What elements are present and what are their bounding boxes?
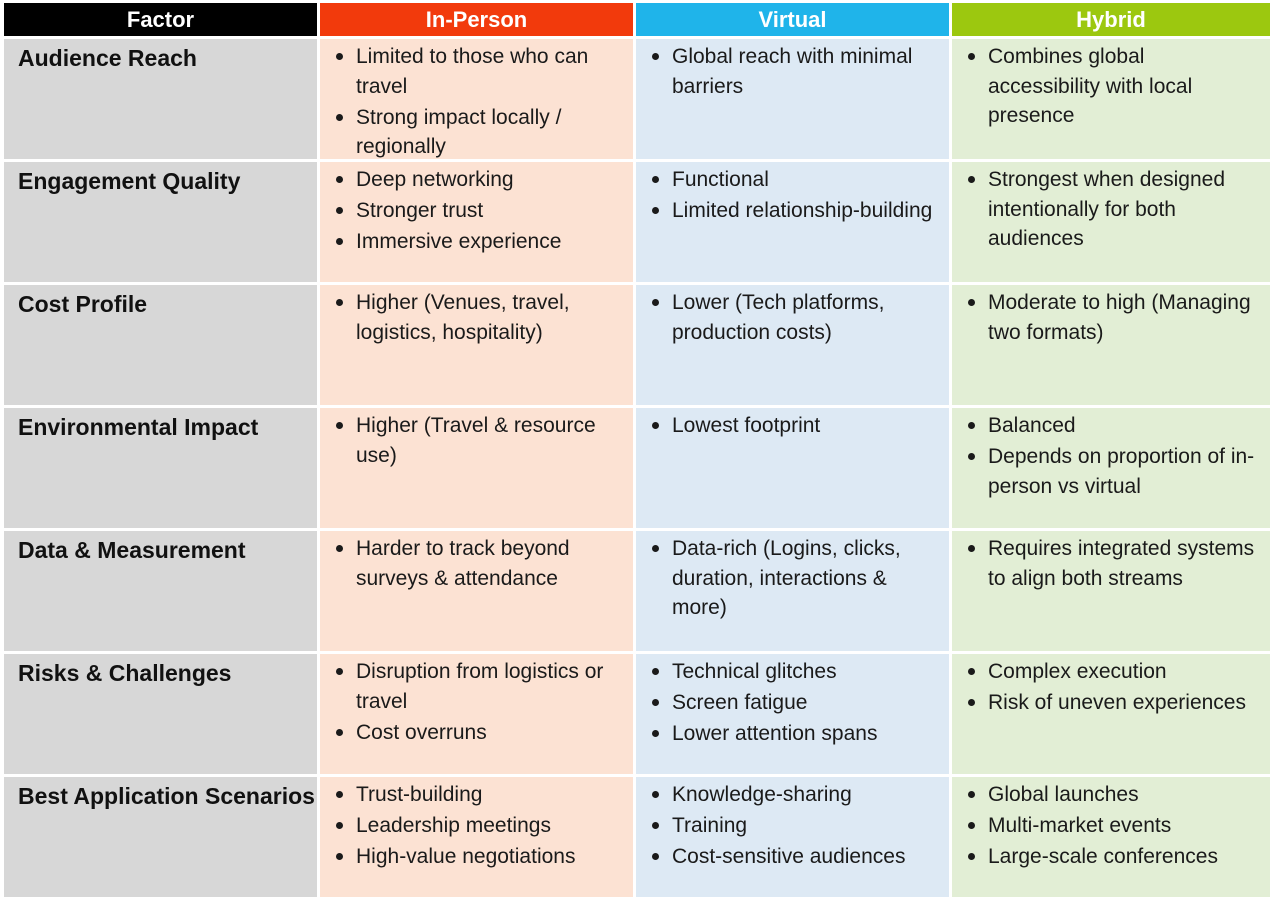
virtual-bullet-list: Technical glitches Screen fatigue Lower at… xyxy=(636,654,949,749)
bullet-item: Global launches xyxy=(968,780,1262,810)
virtual-cell: Knowledge-sharing Training Cost-sensitive … xyxy=(636,777,952,900)
factor-cell: Engagement Quality xyxy=(4,162,320,285)
in-person-bullet-list: Harder to track beyond surveys & attenda… xyxy=(320,531,633,593)
bullet-item: Strongest when designed intentionally fo… xyxy=(968,165,1262,254)
bullet-item: Deep networking xyxy=(336,165,625,195)
in-person-cell: Disruption from logistics or travel Cost … xyxy=(320,654,636,777)
hybrid-bullet-list: Strongest when designed intentionally fo… xyxy=(952,162,1270,254)
factor-cell: Data & Measurement xyxy=(4,531,320,654)
bullet-item: Requires integrated systems to align bot… xyxy=(968,534,1262,593)
in-person-cell: Higher (Venues, travel, logistics, hospi… xyxy=(320,285,636,408)
bullet-item: Higher (Venues, travel, logistics, hospi… xyxy=(336,288,625,347)
bullet-item: Training xyxy=(652,811,941,841)
hybrid-cell: Combines global accessibility with local… xyxy=(952,39,1270,162)
virtual-cell: Technical glitches Screen fatigue Lower at… xyxy=(636,654,952,777)
factor-cell: Cost Profile xyxy=(4,285,320,408)
hybrid-cell: Complex execution Risk of uneven experien… xyxy=(952,654,1270,777)
virtual-cell: Lower (Tech platforms, production costs) xyxy=(636,285,952,408)
in-person-cell: Trust-building Leadership meetings High-va… xyxy=(320,777,636,900)
bullet-item: Risk of uneven experiences xyxy=(968,688,1262,718)
virtual-bullet-list: Data-rich (Logins, clicks, duration, int… xyxy=(636,531,949,623)
bullet-item: Global reach with minimal barriers xyxy=(652,42,941,101)
comparison-table: Factor In-Person Virtual Hybrid Audience… xyxy=(4,3,1270,900)
virtual-bullet-list: Functional Limited relationship-building xyxy=(636,162,949,226)
bullet-item: Stronger trust xyxy=(336,196,625,226)
bullet-item: Immersive experience xyxy=(336,227,625,257)
bullet-item: Large-scale conferences xyxy=(968,842,1262,872)
bullet-item: Moderate to high (Managing two formats) xyxy=(968,288,1262,347)
in-person-bullet-list: Higher (Travel & resource use) xyxy=(320,408,633,470)
hybrid-cell: Strongest when designed intentionally fo… xyxy=(952,162,1270,285)
in-person-bullet-list: Disruption from logistics or travel Cost … xyxy=(320,654,633,747)
bullet-item: Lower attention spans xyxy=(652,719,941,749)
bullet-item: Functional xyxy=(652,165,941,195)
bullet-item: Trust-building xyxy=(336,780,625,810)
bullet-item: Multi-market events xyxy=(968,811,1262,841)
in-person-bullet-list: Higher (Venues, travel, logistics, hospi… xyxy=(320,285,633,347)
in-person-cell: Limited to those who can travel Strong im… xyxy=(320,39,636,162)
bullet-item: Cost-sensitive audiences xyxy=(652,842,941,872)
factor-label: Data & Measurement xyxy=(18,537,246,563)
virtual-bullet-list: Knowledge-sharing Training Cost-sensitive … xyxy=(636,777,949,872)
bullet-item: Disruption from logistics or travel xyxy=(336,657,625,716)
bullet-item: Harder to track beyond surveys & attenda… xyxy=(336,534,625,593)
in-person-bullet-list: Limited to those who can travel Strong im… xyxy=(320,39,633,160)
hybrid-cell: Global launches Multi-market events Large-… xyxy=(952,777,1270,900)
bullet-item: Knowledge-sharing xyxy=(652,780,941,810)
header-factor: Factor xyxy=(4,3,320,39)
in-person-bullet-list: Trust-building Leadership meetings High-va… xyxy=(320,777,633,872)
factor-label: Engagement Quality xyxy=(18,168,241,194)
factor-cell: Best Application Scenarios xyxy=(4,777,320,900)
virtual-cell: Global reach with minimal barriers xyxy=(636,39,952,162)
bullet-item: Combines global accessibility with local… xyxy=(968,42,1262,131)
header-hybrid: Hybrid xyxy=(952,3,1270,39)
hybrid-bullet-list: Combines global accessibility with local… xyxy=(952,39,1270,131)
hybrid-bullet-list: Complex execution Risk of uneven experien… xyxy=(952,654,1270,718)
in-person-bullet-list: Deep networking Stronger trust Immersive e… xyxy=(320,162,633,257)
factor-label: Risks & Challenges xyxy=(18,660,232,686)
hybrid-bullet-list: Global launches Multi-market events Large-… xyxy=(952,777,1270,872)
bullet-item: Cost overruns xyxy=(336,718,625,748)
hybrid-bullet-list: Requires integrated systems to align bot… xyxy=(952,531,1270,593)
hybrid-cell: Balanced Depends on proportion of in-pers… xyxy=(952,408,1270,531)
bullet-item: Leadership meetings xyxy=(336,811,625,841)
bullet-item: Depends on proportion of in-person vs vi… xyxy=(968,442,1262,501)
factor-label: Audience Reach xyxy=(18,45,197,71)
hybrid-bullet-list: Balanced Depends on proportion of in-pers… xyxy=(952,408,1270,501)
factor-cell: Risks & Challenges xyxy=(4,654,320,777)
in-person-cell: Harder to track beyond surveys & attenda… xyxy=(320,531,636,654)
bullet-item: Lowest footprint xyxy=(652,411,941,441)
in-person-cell: Deep networking Stronger trust Immersive e… xyxy=(320,162,636,285)
virtual-bullet-list: Global reach with minimal barriers xyxy=(636,39,949,101)
bullet-item: Data-rich (Logins, clicks, duration, int… xyxy=(652,534,941,623)
factor-cell: Environmental Impact xyxy=(4,408,320,531)
in-person-cell: Higher (Travel & resource use) xyxy=(320,408,636,531)
virtual-cell: Functional Limited relationship-building xyxy=(636,162,952,285)
hybrid-cell: Moderate to high (Managing two formats) xyxy=(952,285,1270,408)
virtual-bullet-list: Lowest footprint xyxy=(636,408,949,441)
bullet-item: Strong impact locally / regionally xyxy=(336,103,625,160)
hybrid-cell: Requires integrated systems to align bot… xyxy=(952,531,1270,654)
factor-label: Best Application Scenarios xyxy=(18,783,315,809)
bullet-item: Technical glitches xyxy=(652,657,941,687)
bullet-item: Limited relationship-building xyxy=(652,196,941,226)
virtual-bullet-list: Lower (Tech platforms, production costs) xyxy=(636,285,949,347)
hybrid-bullet-list: Moderate to high (Managing two formats) xyxy=(952,285,1270,347)
factor-cell: Audience Reach xyxy=(4,39,320,162)
bullet-item: Balanced xyxy=(968,411,1262,441)
bullet-item: Screen fatigue xyxy=(652,688,941,718)
factor-label: Cost Profile xyxy=(18,291,148,317)
bullet-item: High-value negotiations xyxy=(336,842,625,872)
bullet-item: Lower (Tech platforms, production costs) xyxy=(652,288,941,347)
bullet-item: Higher (Travel & resource use) xyxy=(336,411,625,470)
bullet-item: Limited to those who can travel xyxy=(336,42,625,101)
virtual-cell: Data-rich (Logins, clicks, duration, int… xyxy=(636,531,952,654)
virtual-cell: Lowest footprint xyxy=(636,408,952,531)
header-virtual: Virtual xyxy=(636,3,952,39)
factor-label: Environmental Impact xyxy=(18,414,259,440)
header-in-person: In-Person xyxy=(320,3,636,39)
bullet-item: Complex execution xyxy=(968,657,1262,687)
